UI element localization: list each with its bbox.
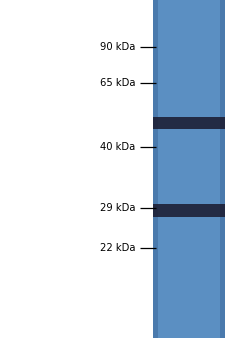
Text: 40 kDa: 40 kDa bbox=[100, 142, 135, 152]
Bar bbox=[153, 117, 225, 129]
Text: 29 kDa: 29 kDa bbox=[99, 203, 135, 213]
Bar bbox=[153, 0, 225, 338]
Text: 22 kDa: 22 kDa bbox=[99, 243, 135, 254]
Text: 65 kDa: 65 kDa bbox=[99, 78, 135, 88]
Text: 90 kDa: 90 kDa bbox=[100, 42, 135, 52]
Bar bbox=[153, 0, 158, 338]
Bar bbox=[153, 204, 225, 217]
Bar bbox=[220, 0, 225, 338]
